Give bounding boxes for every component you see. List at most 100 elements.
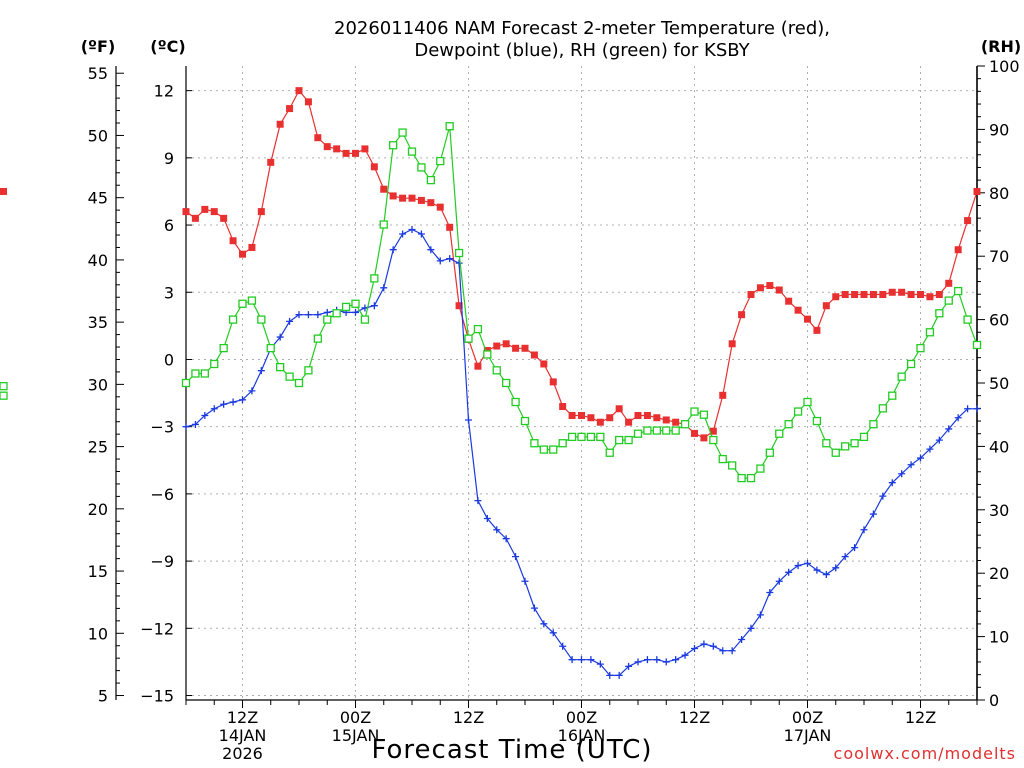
data-point: [917, 291, 924, 299]
data-point: [765, 448, 774, 457]
data-point: [454, 248, 464, 258]
data-point: [492, 366, 501, 375]
data-point: [314, 134, 322, 142]
rh-tick-label: 30: [989, 501, 1009, 520]
data-point: [229, 237, 237, 245]
data-point: [333, 145, 341, 153]
data-point: [304, 98, 312, 106]
data-point: [897, 372, 906, 381]
data-point: [719, 391, 727, 399]
fahrenheit-tick-label: 25: [88, 438, 108, 457]
data-point: [540, 620, 548, 628]
data-point: [201, 411, 209, 419]
data-point: [793, 407, 803, 416]
data-point: [182, 208, 190, 216]
data-point: [709, 435, 718, 445]
data-point: [417, 163, 426, 172]
data-point: [239, 396, 246, 404]
series-temperature: [0, 87, 981, 442]
data-point: [879, 492, 887, 500]
data-point: [869, 291, 877, 299]
data-point: [436, 257, 444, 265]
data-point: [0, 391, 8, 400]
series-dewpoint: [183, 226, 981, 679]
celsius-tick-label: 3: [164, 283, 174, 302]
celsius-tick-label: 9: [164, 149, 174, 168]
data-point: [850, 439, 859, 448]
fahrenheit-tick-label: 40: [88, 251, 108, 270]
data-point: [963, 315, 972, 324]
data-point: [643, 411, 651, 419]
data-point: [907, 291, 915, 299]
data-point: [813, 326, 821, 334]
data-point: [530, 439, 539, 448]
data-point: [869, 510, 877, 518]
data-point: [972, 340, 982, 350]
data-point: [304, 366, 313, 375]
data-point: [841, 553, 849, 561]
rh-tick-label: 60: [989, 311, 1009, 330]
axes: 5 10 15 20 25 30 35 40 45 50 55 −15 −12 −9 −6 −3 0 3 6 9 12 0…: [88, 57, 1020, 763]
chart-title-line2: Dewpoint (blue), RH (green) for KSBY: [414, 40, 750, 61]
fahrenheit-tick-label: 55: [88, 64, 108, 83]
data-point: [935, 291, 943, 299]
fahrenheit-unit-label: (ºF): [81, 37, 116, 56]
data-point: [191, 369, 200, 378]
data-point: [944, 296, 953, 305]
data-point: [625, 418, 633, 426]
data-point: [794, 306, 802, 314]
data-point: [360, 315, 370, 324]
data-point: [898, 470, 906, 478]
rh-tick-label: 100: [989, 57, 1020, 76]
series-line: [185, 126, 978, 479]
data-point: [851, 544, 859, 552]
data-point: [427, 199, 435, 207]
data-point: [587, 414, 595, 422]
data-point: [191, 214, 199, 222]
data-point: [831, 448, 840, 457]
data-point: [567, 432, 577, 442]
data-point: [643, 426, 652, 435]
data-point: [502, 535, 510, 543]
data-point: [445, 122, 454, 131]
data-point: [229, 398, 237, 406]
data-point: [210, 208, 218, 216]
x-tick-label: 00Z: [340, 708, 371, 727]
data-point: [220, 400, 228, 408]
data-point: [294, 378, 304, 388]
data-point: [615, 405, 623, 413]
data-point: [888, 391, 897, 400]
data-point: [926, 445, 934, 453]
data-point: [323, 308, 331, 316]
data-point: [624, 435, 633, 445]
data-point: [521, 344, 529, 352]
data-point: [568, 656, 576, 664]
data-point: [804, 315, 811, 323]
data-point: [606, 414, 614, 422]
fahrenheit-tick-label: 15: [88, 562, 108, 581]
data-point: [926, 293, 934, 301]
data-point: [266, 343, 275, 353]
data-point: [286, 105, 294, 113]
fahrenheit-tick-label: 20: [88, 500, 108, 519]
data-point: [709, 427, 717, 435]
data-point: [746, 473, 756, 483]
data-point: [964, 405, 972, 413]
data-point: [210, 359, 219, 369]
data-point: [219, 343, 228, 353]
data-point: [945, 279, 953, 287]
data-point: [0, 382, 8, 391]
data-point: [738, 311, 746, 319]
data-point: [549, 378, 557, 386]
data-point: [512, 344, 520, 352]
data-point: [285, 372, 294, 381]
x-tick-label: 12Z: [905, 708, 936, 727]
data-point: [493, 526, 501, 534]
data-point: [747, 291, 755, 299]
data-point: [738, 636, 746, 644]
x-tick-label: 2026: [222, 744, 263, 763]
data-point: [709, 642, 717, 650]
data-point: [286, 317, 294, 325]
data-point: [812, 416, 822, 426]
